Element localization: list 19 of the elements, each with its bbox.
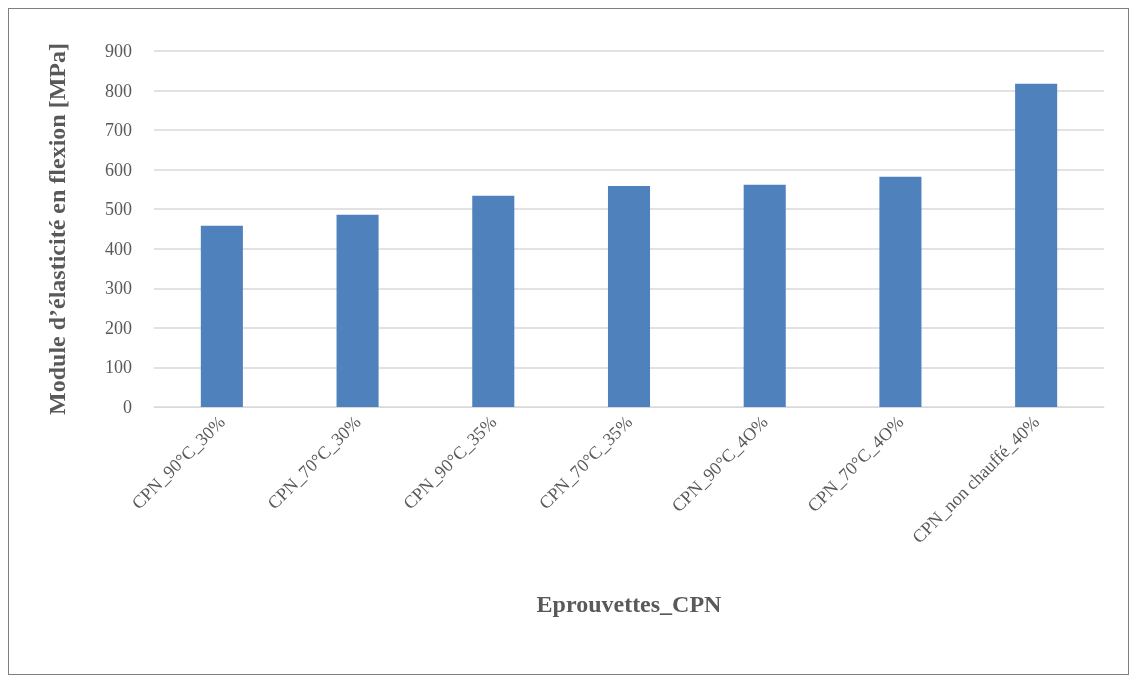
bar	[336, 214, 379, 407]
bar	[743, 184, 786, 407]
y-tick-label: 600	[105, 159, 132, 180]
y-tick-label: 400	[105, 238, 132, 259]
y-tick-label: 500	[105, 199, 132, 220]
bar	[472, 195, 515, 407]
y-tick-label: 800	[105, 80, 132, 101]
y-tick-label: 300	[105, 278, 132, 299]
y-tick-label: 700	[105, 120, 132, 141]
y-axis-title: Module d’élasticité en flexion [MPa]	[44, 43, 70, 415]
y-tick-label: 200	[105, 317, 132, 338]
y-tick-label: 100	[105, 357, 132, 378]
bar	[200, 225, 243, 407]
x-axis-title: Eprouvettes_CPN	[536, 591, 723, 617]
y-tick-label: 900	[105, 41, 132, 61]
y-tick-label: 0	[123, 397, 132, 417]
bar	[607, 185, 651, 407]
bar	[879, 176, 922, 407]
bar	[1015, 83, 1058, 407]
